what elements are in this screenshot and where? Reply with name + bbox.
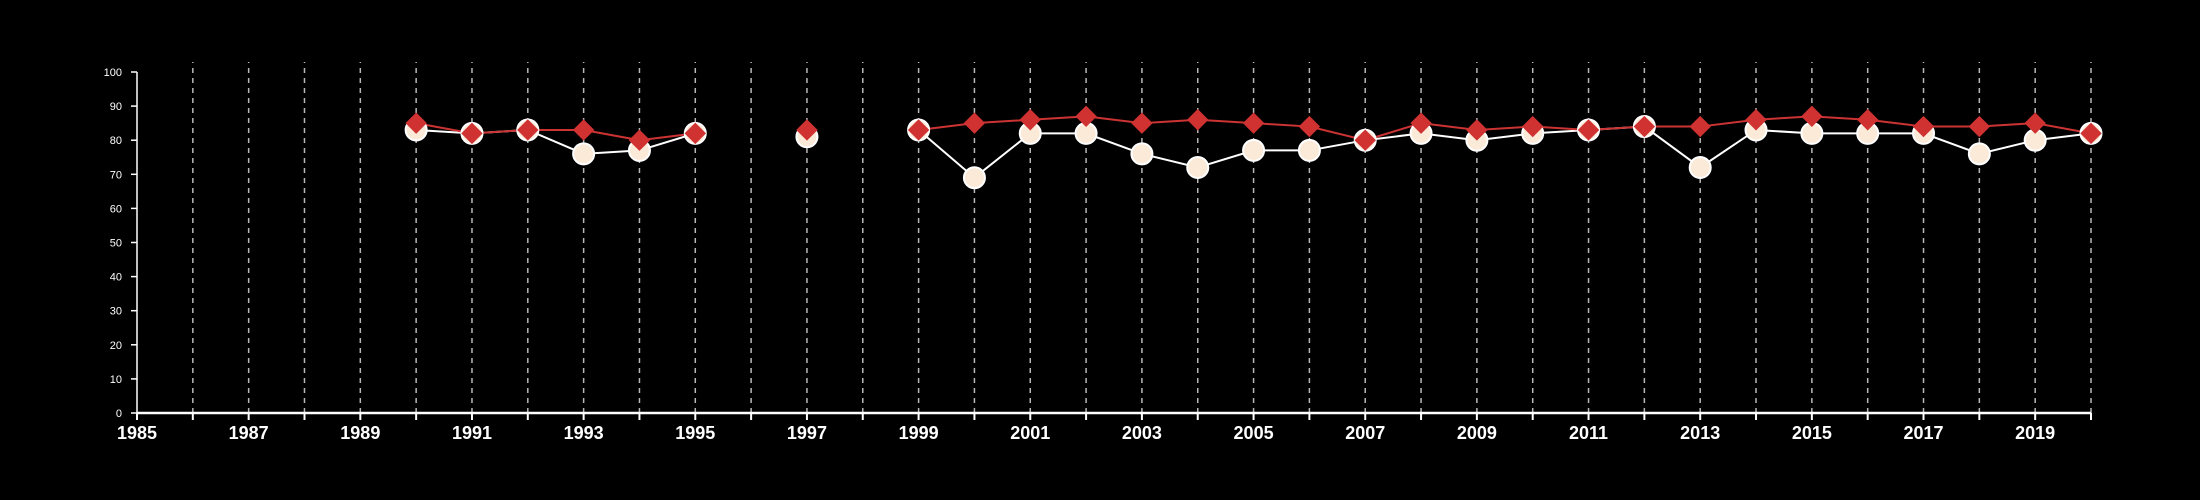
y-tick-label: 10 [110, 374, 122, 386]
point-diamond-2007 [1354, 129, 1376, 151]
point-diamond-2019 [2024, 112, 2046, 134]
point-diamond-2016 [1856, 109, 1879, 131]
y-tick-label: 80 [110, 135, 122, 147]
point-diamond-2015 [1801, 105, 1823, 128]
point-diamond-2002 [1075, 105, 1097, 128]
point-circle-2018 [1967, 142, 1991, 166]
x-tick-label: 2003 [1122, 423, 1162, 443]
point-diamond-2004 [1187, 109, 1209, 131]
point-diamond-2003 [1131, 112, 1153, 134]
x-tick-label: 2009 [1457, 423, 1497, 443]
x-tick-label: 2007 [1345, 423, 1385, 443]
point-circle-2004 [1186, 155, 1210, 179]
point-diamond-1995 [684, 122, 706, 145]
point-diamond-2010 [1522, 115, 1544, 138]
point-diamond-1992 [517, 119, 539, 141]
point-diamond-2000 [963, 112, 986, 134]
series-layer [404, 105, 2103, 190]
x-tick-label: 1997 [787, 423, 827, 443]
x-tick-label: 1999 [899, 423, 939, 443]
x-tick-label: 2017 [1903, 423, 1943, 443]
point-diamond-2014 [1745, 109, 1767, 131]
x-tick-label: 2001 [1010, 423, 1050, 443]
point-circle-1993 [572, 142, 596, 166]
point-diamond-2005 [1242, 112, 1265, 134]
x-tick-label: 2005 [1234, 423, 1274, 443]
y-tick-label: 0 [116, 408, 122, 420]
point-circle-2000 [962, 166, 986, 190]
x-tick-label: 1989 [340, 423, 380, 443]
point-diamond-2017 [1912, 115, 1935, 138]
y-tick-label: 90 [110, 101, 122, 113]
point-diamond-2013 [1689, 115, 1711, 138]
x-tick-label: 2019 [2015, 423, 2055, 443]
point-diamond-1997 [796, 119, 818, 141]
x-tick-label: 2013 [1680, 423, 1720, 443]
x-tick-label: 1991 [452, 423, 492, 443]
point-circle-2006 [1297, 138, 1321, 162]
x-tick-label: 1987 [229, 423, 269, 443]
y-tick-label: 100 [104, 67, 122, 79]
point-circle-2013 [1688, 155, 1712, 179]
point-diamond-2009 [1466, 119, 1488, 141]
y-tick-label: 40 [110, 272, 122, 284]
point-diamond-1994 [628, 129, 651, 151]
y-tick-label: 70 [110, 169, 122, 181]
x-tick-label: 1995 [675, 423, 715, 443]
x-tick-label: 2015 [1792, 423, 1832, 443]
y-tick-label: 50 [110, 238, 122, 250]
point-diamond-2012 [1633, 115, 1656, 138]
point-diamond-1990 [405, 112, 427, 134]
series-a-line [917, 125, 2092, 180]
point-diamond-2011 [1577, 119, 1600, 141]
point-diamond-2001 [1019, 109, 1041, 131]
point-diamond-1993 [572, 119, 595, 141]
x-tick-label: 2011 [1569, 423, 1608, 443]
point-diamond-1991 [461, 122, 483, 145]
point-diamond-2008 [1410, 112, 1432, 134]
point-diamond-2018 [1968, 115, 1991, 138]
point-circle-2003 [1130, 142, 1154, 166]
axis-layer: 0 10 20 30 40 50 60 70 80 90 100 1985 1987 1989 1991 19… [104, 67, 2092, 443]
point-circle-2005 [1242, 138, 1266, 162]
x-tick-label: 1993 [564, 423, 604, 443]
point-diamond-2020 [2080, 122, 2102, 145]
point-diamond-2006 [1298, 115, 1321, 138]
y-tick-label: 60 [110, 203, 122, 215]
series-b-line [918, 115, 2092, 142]
x-tick-label: 1985 [117, 423, 157, 443]
y-tick-label: 30 [110, 306, 122, 318]
y-tick-label: 20 [110, 340, 122, 352]
point-diamond-1999 [907, 119, 930, 141]
